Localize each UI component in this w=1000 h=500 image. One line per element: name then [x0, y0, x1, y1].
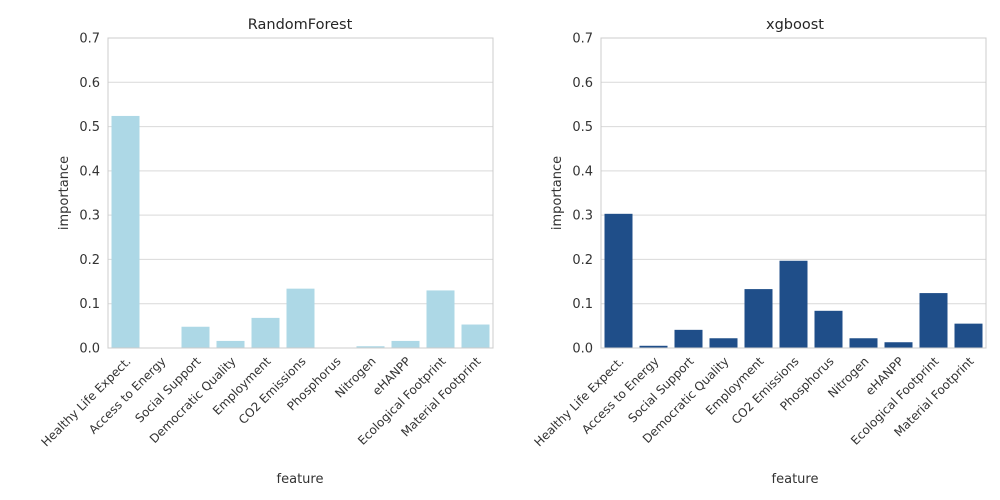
randomforest-ytick-label: 0.4: [79, 164, 100, 179]
xgboost-bar: [919, 293, 948, 348]
xgboost-ytick-label: 0.4: [572, 164, 593, 179]
xgboost-ytick-label: 0.7: [572, 32, 593, 47]
randomforest-bar: [426, 290, 455, 348]
randomforest-bar: [286, 288, 315, 348]
xgboost-ytick-label: 0.2: [572, 253, 593, 268]
xgboost-bar: [884, 342, 913, 348]
randomforest-bar: [251, 317, 280, 348]
randomforest-ytick-label: 0.3: [79, 209, 100, 224]
xgboost-bar: [954, 323, 983, 348]
randomforest-ytick-label: 0.0: [79, 342, 100, 357]
randomforest-ytick-label: 0.7: [79, 32, 100, 47]
xgboost-bar: [814, 310, 843, 348]
randomforest-bar: [181, 326, 210, 348]
randomforest-ytick-label: 0.5: [79, 120, 100, 135]
randomforest-bar: [356, 346, 385, 348]
xgboost-ytick-label: 0.6: [572, 76, 593, 91]
xgboost-bar: [779, 260, 808, 348]
xgboost-ytick-label: 0.5: [572, 120, 593, 135]
randomforest-bar: [111, 115, 140, 348]
randomforest-ytick-label: 0.6: [79, 76, 100, 91]
xgboost-bar: [604, 213, 633, 348]
randomforest-ytick-label: 0.1: [79, 297, 100, 312]
xgboost-ytick-label: 0.1: [572, 297, 593, 312]
randomforest-gridlines: [108, 37, 493, 349]
randomforest-bar: [461, 324, 490, 348]
xgboost-ytick-label: 0.3: [572, 209, 593, 224]
xgboost-bar: [849, 338, 878, 348]
xgboost-ytick-label: 0.0: [572, 342, 593, 357]
xgboost-panel: xgboost importance feature 0.0 0.1 0.2 0.3 0…: [531, 17, 987, 487]
randomforest-panel: RandomForest importance feature 0.0 0.1 0.…: [38, 17, 494, 487]
xgboost-bar: [744, 289, 773, 348]
xgboost-ylabel: importance: [550, 156, 565, 230]
xgboost-xlabel: feature: [772, 472, 819, 487]
randomforest-xlabel: feature: [277, 472, 324, 487]
xgboost-bar: [674, 329, 703, 348]
randomforest-plot-frame: [107, 37, 494, 349]
randomforest-ytick-label: 0.2: [79, 253, 100, 268]
randomforest-bar: [391, 340, 420, 348]
randomforest-ylabel: importance: [57, 156, 72, 230]
xgboost-plot-frame: [600, 37, 987, 349]
xgboost-bar: [639, 345, 668, 348]
randomforest-bar: [216, 340, 245, 348]
xgboost-title: xgboost: [766, 17, 824, 33]
xgboost-bar: [709, 338, 738, 348]
randomforest-title: RandomForest: [248, 17, 353, 33]
